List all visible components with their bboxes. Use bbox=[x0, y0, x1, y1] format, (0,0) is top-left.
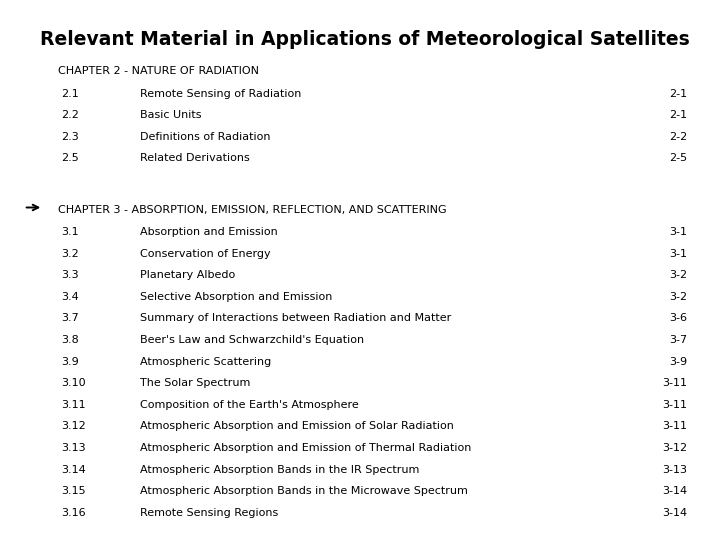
Text: 3-11: 3-11 bbox=[662, 379, 688, 388]
Text: 3-11: 3-11 bbox=[662, 422, 688, 431]
Text: 2.1: 2.1 bbox=[61, 89, 79, 99]
Text: 2-1: 2-1 bbox=[670, 89, 688, 99]
Text: 3.4: 3.4 bbox=[61, 292, 79, 302]
Text: Atmospheric Absorption Bands in the IR Spectrum: Atmospheric Absorption Bands in the IR S… bbox=[140, 465, 420, 475]
Text: 3.15: 3.15 bbox=[61, 487, 86, 496]
Text: Summary of Interactions between Radiation and Matter: Summary of Interactions between Radiatio… bbox=[140, 314, 451, 323]
Text: 2.5: 2.5 bbox=[61, 153, 79, 164]
Text: Atmospheric Scattering: Atmospheric Scattering bbox=[140, 357, 271, 367]
Text: Atmospheric Absorption Bands in the Microwave Spectrum: Atmospheric Absorption Bands in the Micr… bbox=[140, 487, 468, 496]
Text: 2-5: 2-5 bbox=[670, 153, 688, 164]
Text: 3.14: 3.14 bbox=[61, 465, 86, 475]
Text: 3-9: 3-9 bbox=[670, 357, 688, 367]
Text: Basic Units: Basic Units bbox=[140, 110, 202, 120]
Text: Atmospheric Absorption and Emission of Thermal Radiation: Atmospheric Absorption and Emission of T… bbox=[140, 443, 472, 453]
Text: 3-11: 3-11 bbox=[662, 400, 688, 410]
Text: 3-2: 3-2 bbox=[670, 271, 688, 280]
Text: 2.3: 2.3 bbox=[61, 132, 79, 142]
Text: 2.2: 2.2 bbox=[61, 110, 79, 120]
Text: Relevant Material in Applications of Meteorological Satellites: Relevant Material in Applications of Met… bbox=[40, 30, 689, 49]
Text: 3-1: 3-1 bbox=[670, 227, 688, 237]
Text: 3-14: 3-14 bbox=[662, 487, 688, 496]
Text: 3.2: 3.2 bbox=[61, 249, 79, 259]
Text: 3-13: 3-13 bbox=[662, 465, 688, 475]
Text: CHAPTER 3 - ABSORPTION, EMISSION, REFLECTION, AND SCATTERING: CHAPTER 3 - ABSORPTION, EMISSION, REFLEC… bbox=[58, 205, 446, 215]
Text: 3-14: 3-14 bbox=[662, 508, 688, 518]
Text: Selective Absorption and Emission: Selective Absorption and Emission bbox=[140, 292, 333, 302]
Text: Beer's Law and Schwarzchild's Equation: Beer's Law and Schwarzchild's Equation bbox=[140, 335, 364, 345]
Text: Remote Sensing Regions: Remote Sensing Regions bbox=[140, 508, 279, 518]
Text: Definitions of Radiation: Definitions of Radiation bbox=[140, 132, 271, 142]
Text: 3.3: 3.3 bbox=[61, 271, 78, 280]
Text: 3-2: 3-2 bbox=[670, 292, 688, 302]
Text: Remote Sensing of Radiation: Remote Sensing of Radiation bbox=[140, 89, 302, 99]
Text: Composition of the Earth's Atmosphere: Composition of the Earth's Atmosphere bbox=[140, 400, 359, 410]
Text: 3.11: 3.11 bbox=[61, 400, 86, 410]
Text: Planetary Albedo: Planetary Albedo bbox=[140, 271, 235, 280]
Text: 3.16: 3.16 bbox=[61, 508, 86, 518]
Text: 3-7: 3-7 bbox=[670, 335, 688, 345]
Text: 3.1: 3.1 bbox=[61, 227, 78, 237]
Text: 3.7: 3.7 bbox=[61, 314, 79, 323]
Text: The Solar Spectrum: The Solar Spectrum bbox=[140, 379, 251, 388]
Text: 3-1: 3-1 bbox=[670, 249, 688, 259]
Text: 3.12: 3.12 bbox=[61, 422, 86, 431]
Text: CHAPTER 2 - NATURE OF RADIATION: CHAPTER 2 - NATURE OF RADIATION bbox=[58, 66, 258, 77]
Text: 3.13: 3.13 bbox=[61, 443, 86, 453]
Text: 3-12: 3-12 bbox=[662, 443, 688, 453]
Text: 3-6: 3-6 bbox=[670, 314, 688, 323]
Text: 3.9: 3.9 bbox=[61, 357, 79, 367]
Text: Absorption and Emission: Absorption and Emission bbox=[140, 227, 278, 237]
Text: 2-2: 2-2 bbox=[670, 132, 688, 142]
Text: 3.8: 3.8 bbox=[61, 335, 79, 345]
Text: Atmospheric Absorption and Emission of Solar Radiation: Atmospheric Absorption and Emission of S… bbox=[140, 422, 454, 431]
Text: 2-1: 2-1 bbox=[670, 110, 688, 120]
Text: Related Derivations: Related Derivations bbox=[140, 153, 250, 164]
Text: Conservation of Energy: Conservation of Energy bbox=[140, 249, 271, 259]
Text: 3.10: 3.10 bbox=[61, 379, 86, 388]
